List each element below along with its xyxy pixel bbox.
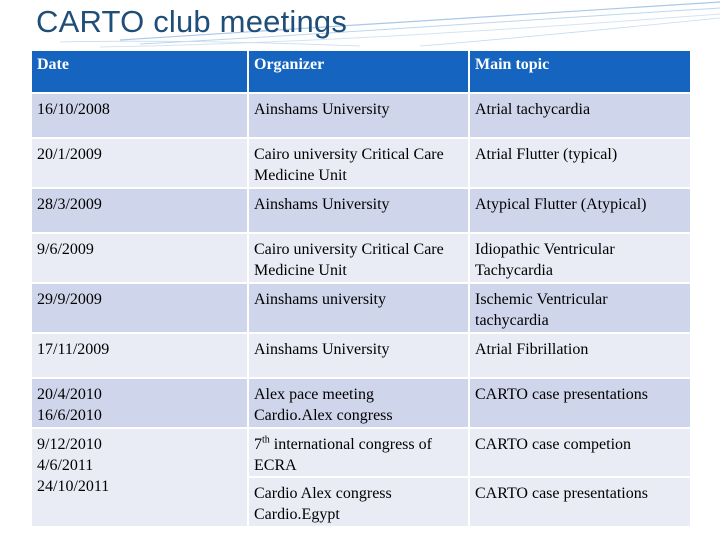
cell-organizer: Ainshams University: [247, 187, 470, 234]
table-row: 9/12/2010 4/6/2011 24/10/2011 7th intern…: [30, 427, 692, 528]
cell-date: 20/1/2009: [30, 137, 249, 189]
cell-topic: Idiopathic Ventricular Tachycardia: [468, 232, 692, 284]
cell-topic: Ischemic Ventricular tachycardia: [468, 282, 692, 334]
ordinal: 7: [254, 436, 262, 453]
column-header-organizer: Organizer: [247, 49, 470, 94]
date-line: 20/4/2010: [37, 386, 102, 403]
cell-organizer: Cardio Alex congress Cardio.Egypt: [247, 476, 470, 528]
cell-topic: CARTO case competion: [468, 427, 692, 478]
ordinal-suffix: th: [262, 434, 270, 446]
date-line: 9/12/2010: [37, 436, 102, 453]
date-line: 4/6/2011: [37, 457, 94, 474]
table-row: 28/3/2009 Ainshams University Atypical F…: [30, 187, 692, 234]
cell-date: 9/6/2009: [30, 232, 249, 284]
cell-organizer: 7th international congress of ECRA: [247, 427, 470, 478]
date-line: 24/10/2011: [37, 478, 110, 495]
cell-organizer: Cairo university Critical Care Medicine …: [247, 232, 470, 284]
cell-date: 29/9/2009: [30, 282, 249, 334]
page-title: CARTO club meetings: [36, 4, 348, 39]
table-header-row: Date Organizer Main topic: [30, 49, 692, 94]
cell-topic: Atrial Fibrillation: [468, 332, 692, 379]
decorative-swoosh: [59, 1, 720, 48]
cell-date: 20/4/2010 16/6/2010: [30, 377, 249, 429]
cell-topic: Atrial Flutter (typical): [468, 137, 692, 189]
cell-date: 9/12/2010 4/6/2011 24/10/2011: [30, 427, 249, 528]
column-header-date: Date: [30, 49, 249, 94]
table-row: 29/9/2009 Ainshams university Ischemic V…: [30, 282, 692, 334]
column-header-main-topic: Main topic: [468, 49, 692, 94]
cell-organizer: Ainshams University: [247, 92, 470, 139]
cell-organizer: Ainshams university: [247, 282, 470, 334]
organizer-line: Cardio.Alex congress: [254, 407, 393, 424]
organizer-line: Cardio.Egypt: [254, 506, 340, 523]
cell-topic: Atrial tachycardia: [468, 92, 692, 139]
meetings-table: Date Organizer Main topic 16/10/2008 Ain…: [30, 49, 692, 528]
table-row: Cardio Alex congress Cardio.Egypt CARTO …: [31, 476, 692, 528]
organizer-line: Alex pace meeting: [254, 386, 374, 403]
cell-organizer: Cairo university Critical Care Medicine …: [247, 137, 470, 189]
table-row: 9/6/2009 Cairo university Critical Care …: [30, 232, 692, 284]
organizer-text: international congress of ECRA: [254, 436, 432, 474]
cell-topic: CARTO case presentations: [468, 377, 692, 429]
cell-date: 28/3/2009: [30, 187, 249, 234]
table-row: 16/10/2008 Ainshams University Atrial ta…: [30, 92, 692, 139]
table-row: 20/4/2010 16/6/2010 Alex pace meeting Ca…: [30, 377, 692, 429]
cell-date: 16/10/2008: [30, 92, 249, 139]
cell-topic: CARTO case presentations: [468, 476, 692, 528]
cell-topic: Atypical Flutter (Atypical): [468, 187, 692, 234]
date-line: 16/6/2010: [37, 407, 102, 424]
cell-date: 17/11/2009: [30, 332, 249, 379]
organizer-line: Cardio Alex congress: [254, 485, 392, 502]
cell-organizer: Alex pace meeting Cardio.Alex congress: [247, 377, 470, 429]
table-row: 20/1/2009 Cairo university Critical Care…: [30, 137, 692, 189]
cell-organizer: Ainshams University: [247, 332, 470, 379]
table-row: 17/11/2009 Ainshams University Atrial Fi…: [30, 332, 692, 379]
